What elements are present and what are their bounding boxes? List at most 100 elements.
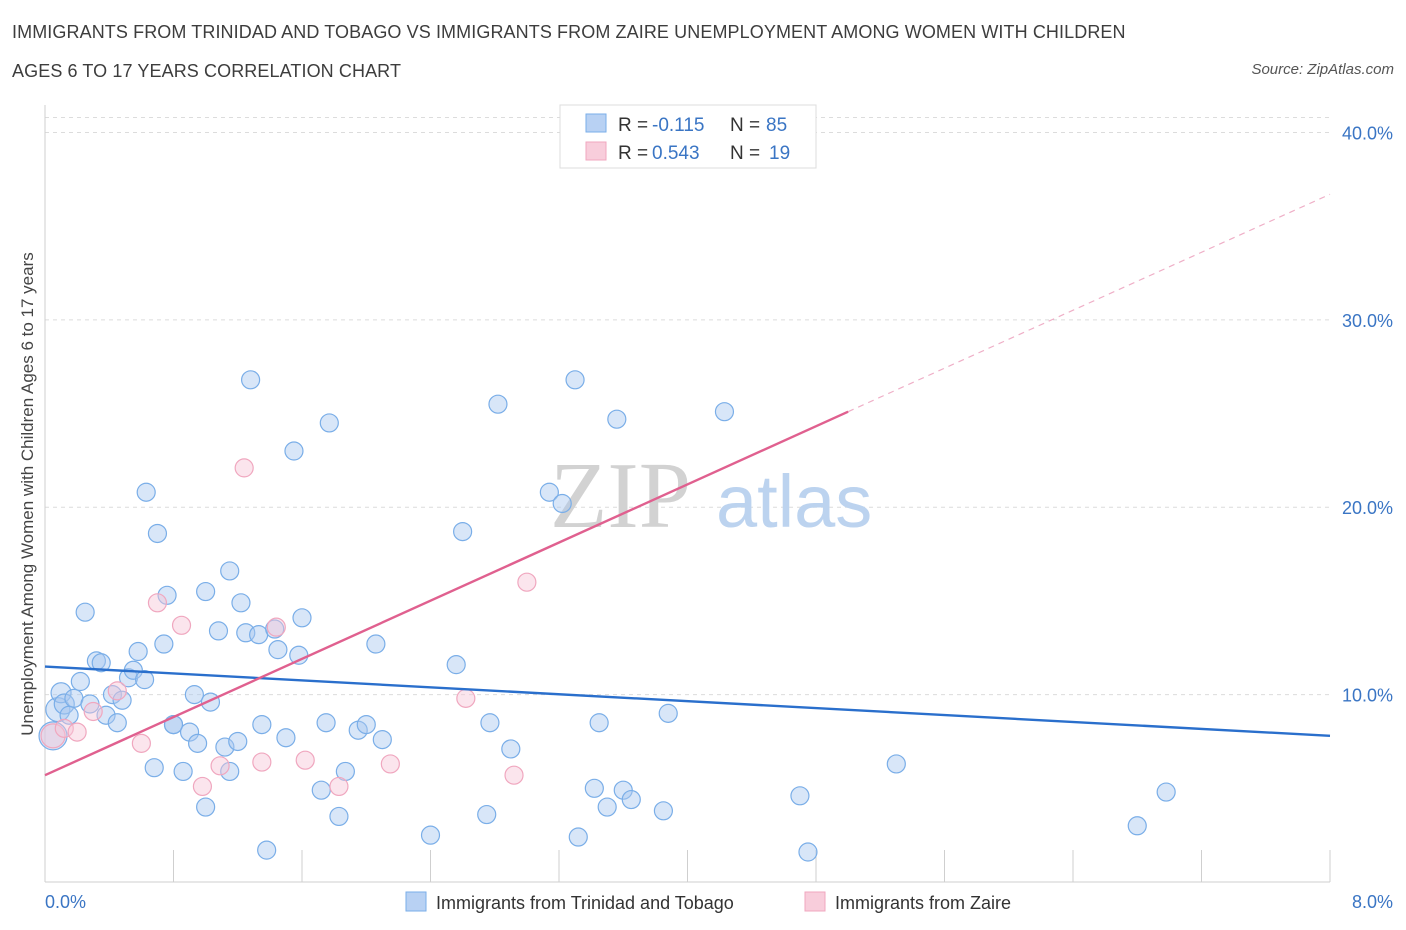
- zaire-point: [210, 756, 230, 776]
- trinidad-point: [257, 840, 277, 860]
- trinidad-point: [136, 482, 156, 502]
- legend-r-value-1: -0.115: [652, 115, 704, 136]
- trinidad-point: [112, 690, 132, 710]
- legend-swatch-trinidad: [585, 113, 607, 133]
- trinidad-point: [316, 713, 336, 733]
- y-tick-label: 20.0%: [1342, 498, 1393, 518]
- trinidad-point: [196, 581, 216, 602]
- zaire-point: [517, 572, 537, 592]
- zaire-point: [67, 722, 87, 742]
- y-tick-label: 30.0%: [1342, 311, 1393, 331]
- trinidad-point: [653, 801, 674, 821]
- y-tick-label: 10.0%: [1342, 686, 1393, 706]
- trinidad-point: [241, 370, 261, 390]
- trinidad-point: [173, 761, 193, 782]
- trinidad-point: [208, 621, 229, 641]
- trinidad-point: [284, 441, 304, 461]
- trinidad-point: [568, 827, 588, 847]
- trinidad-point: [268, 640, 288, 660]
- trinidad-point: [231, 593, 251, 613]
- trinidad-point: [790, 786, 810, 806]
- bottom-legend: Immigrants from Trinidad and Tobago Immi…: [405, 891, 1011, 913]
- trinidad-point: [607, 409, 627, 429]
- trinidad-point: [477, 804, 497, 825]
- trinidad-point: [91, 653, 111, 673]
- trinidad-point: [1127, 816, 1147, 836]
- trinidad-point: [228, 731, 248, 752]
- trinidad-point: [196, 797, 216, 817]
- trinidad-point: [107, 713, 127, 733]
- trinidad-point: [420, 825, 441, 845]
- zaire-point: [147, 593, 168, 613]
- trinidad-point: [154, 634, 174, 654]
- source-credit: Source: ZipAtlas.com: [1251, 61, 1394, 78]
- trinidad-point: [372, 729, 392, 750]
- zaire-point: [295, 750, 315, 770]
- y-tick-labels: 10.0% 20.0% 30.0% 40.0%: [1342, 123, 1393, 705]
- legend-r-label-1: R =: [618, 115, 648, 136]
- trinidad-point: [552, 493, 572, 514]
- zaire-point: [54, 718, 74, 738]
- trinidad-point: [70, 671, 90, 692]
- chart-title: IMMIGRANTS FROM TRINIDAD AND TOBAGO VS I…: [12, 22, 1126, 42]
- trinidad-point: [621, 789, 641, 810]
- x-tick-max: 8.0%: [1352, 892, 1393, 912]
- trinidad-point: [38, 721, 68, 751]
- zaire-point: [329, 776, 349, 797]
- trinidad-point: [329, 806, 349, 827]
- trend-lines: [44, 193, 1331, 777]
- chart-subtitle: AGES 6 TO 17 YEARS CORRELATION CHART: [12, 61, 402, 81]
- zaire-point: [380, 754, 400, 774]
- trinidad-point: [565, 370, 585, 390]
- trinidad-point: [311, 780, 331, 800]
- trinidad-point: [319, 413, 339, 433]
- trinidad-point: [453, 521, 473, 542]
- bottom-legend-label-zaire: Immigrants from Zaire: [835, 893, 1011, 913]
- legend-n-label-1: N =: [730, 115, 760, 136]
- trinidad-point: [220, 561, 240, 581]
- trinidad-point: [597, 797, 617, 817]
- trinidad-point: [184, 685, 204, 705]
- trinidad-point: [144, 758, 164, 778]
- trinidad-point: [64, 688, 84, 708]
- trinidad-point: [96, 705, 116, 725]
- trinidad-point: [366, 634, 386, 654]
- x-tick-min: 0.0%: [45, 892, 86, 912]
- trinidad-point: [249, 625, 269, 645]
- trinidad-point: [147, 523, 168, 544]
- trinidad-point: [356, 714, 376, 735]
- trinidad-point: [179, 722, 200, 742]
- zaire-point: [234, 458, 254, 478]
- zaire-point: [131, 733, 151, 753]
- trinidad-point: [798, 842, 818, 862]
- watermark-zip: ZIP: [550, 444, 691, 548]
- zaire-point: [107, 681, 127, 701]
- trinidad-point: [53, 693, 75, 715]
- trinidad-point: [1156, 782, 1176, 802]
- axes: [44, 105, 1331, 883]
- bottom-legend-label-trinidad: Immigrants from Trinidad and Tobago: [436, 893, 734, 913]
- trinidad-point: [292, 608, 312, 628]
- zaire-point: [504, 765, 524, 785]
- legend-n-value-1: 85: [766, 115, 787, 136]
- trinidad-point: [134, 670, 155, 690]
- trinidad-point: [539, 482, 559, 502]
- trinidad-point: [488, 394, 508, 414]
- trinidad-point: [589, 713, 609, 733]
- series-trinidad-points: [38, 370, 1176, 862]
- y-axis-label: Unemployment Among Women with Children A…: [18, 252, 37, 736]
- trinidad-point: [480, 713, 500, 733]
- trinidad-point: [714, 402, 735, 422]
- trinidad-point: [446, 655, 466, 675]
- zaire-point: [456, 688, 476, 708]
- zaire-trend-line: [44, 410, 849, 777]
- bottom-legend-swatch-zaire: [804, 891, 826, 912]
- zaire-point: [171, 615, 192, 635]
- watermark: ZIP atlas: [550, 444, 872, 548]
- zaire-point: [83, 701, 103, 722]
- trinidad-point: [886, 754, 906, 774]
- trinidad-point: [187, 733, 208, 753]
- trinidad-point: [220, 761, 240, 782]
- zaire-point: [266, 617, 286, 637]
